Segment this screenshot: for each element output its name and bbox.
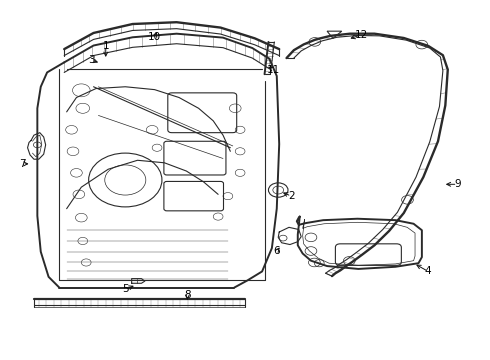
Text: 5: 5: [122, 284, 128, 294]
Text: 1: 1: [102, 41, 109, 50]
Text: 8: 8: [184, 291, 191, 301]
Text: 10: 10: [148, 32, 161, 42]
Text: 9: 9: [454, 179, 461, 189]
Text: 11: 11: [267, 64, 280, 75]
Text: 3: 3: [88, 55, 95, 65]
Text: 6: 6: [273, 246, 280, 256]
Text: 4: 4: [425, 266, 432, 276]
Text: 2: 2: [288, 191, 294, 201]
Text: 12: 12: [355, 30, 368, 40]
Text: 7: 7: [20, 159, 26, 169]
